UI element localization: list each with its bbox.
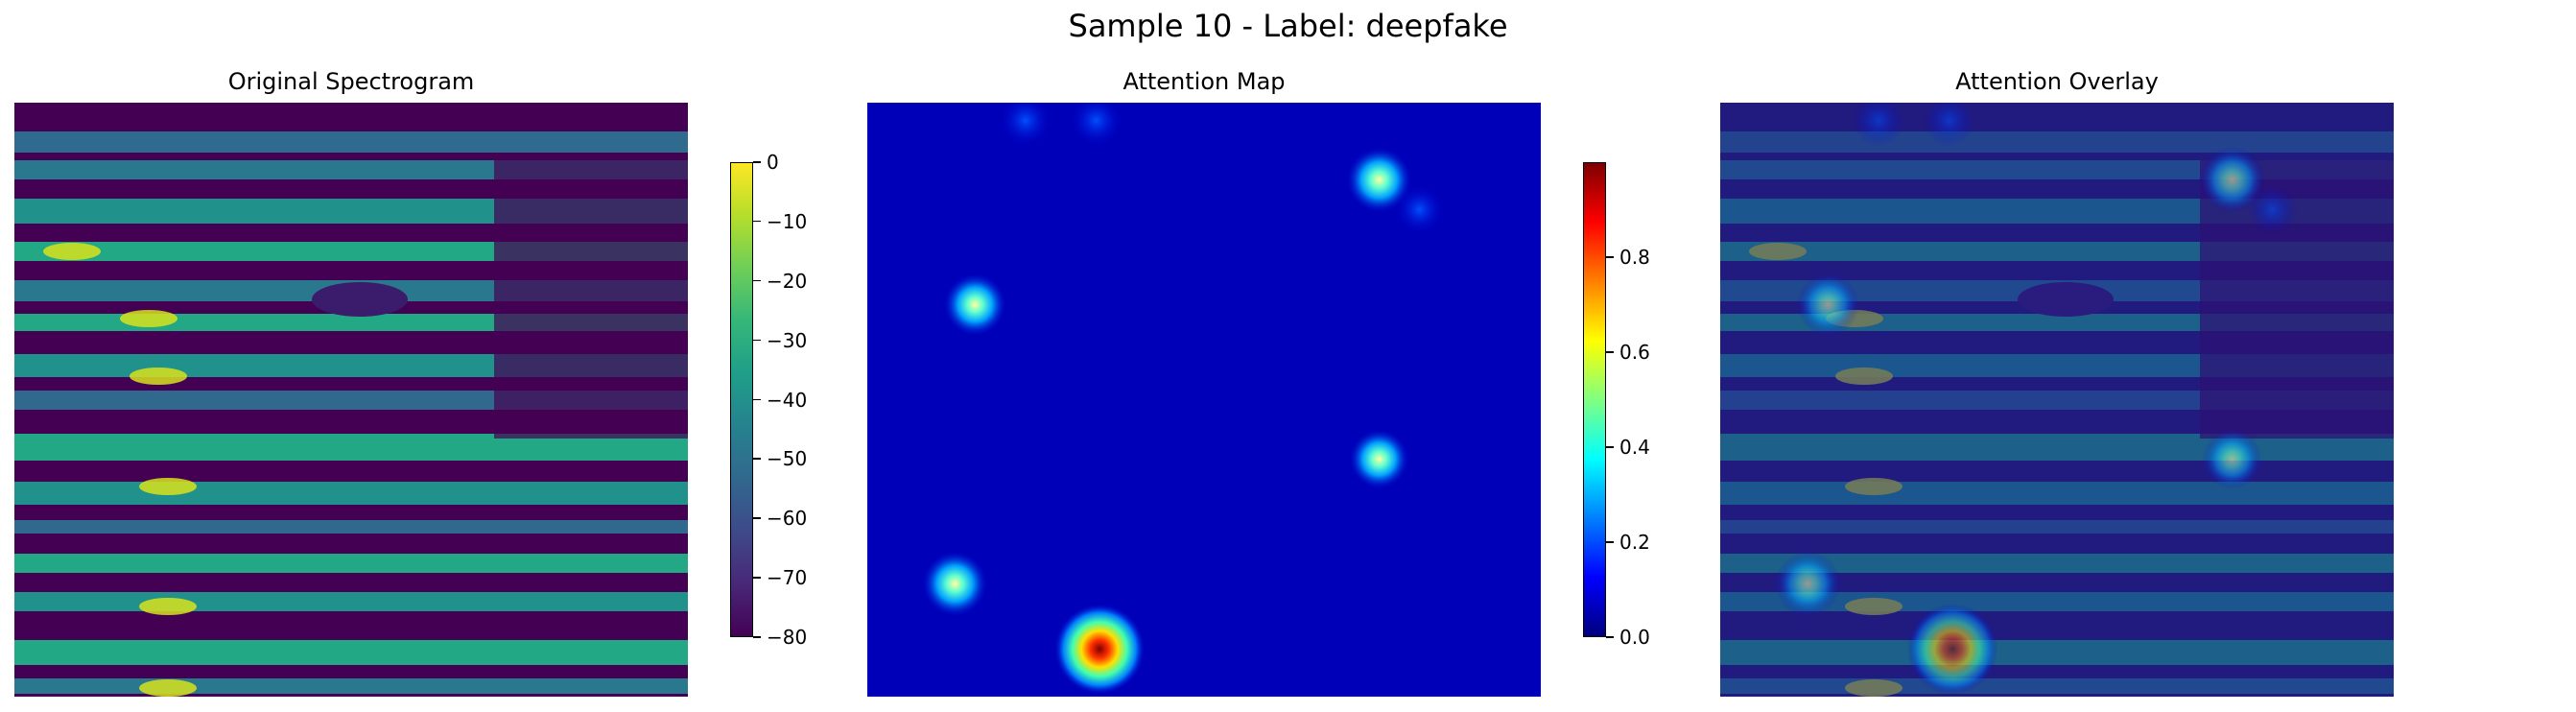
overlay-hotspot [1774, 550, 1841, 617]
attention-hotspot [999, 103, 1052, 147]
spectrogram-panel [14, 103, 688, 697]
attention-hotspot [943, 273, 1007, 337]
spectrogram-band [1720, 482, 2394, 505]
spectrogram-colorbar-tick-label: −60 [767, 507, 808, 531]
spectrogram-colorbar-tick-label: −70 [767, 566, 808, 590]
spectrogram-band [1720, 520, 2394, 534]
spectrogram-band [14, 520, 688, 534]
spectrogram-image [14, 103, 688, 697]
attention-hotspot [1349, 428, 1410, 489]
spectrogram-colorbar-tick-label: −10 [767, 209, 808, 233]
attention-colorbar-tick-label: 0.0 [1619, 626, 1650, 649]
spectrogram-colorbar-tick-label: −40 [767, 388, 808, 412]
overlay-hotspot [1906, 604, 1998, 695]
attention-colorbar-tick-label: 0.2 [1619, 531, 1650, 554]
spectrogram-band [14, 678, 688, 694]
attention-hotspot [921, 550, 988, 617]
spectrogram-colorbar [730, 162, 753, 637]
spectrogram-band [14, 592, 688, 611]
attention-colorbar-tick-label: 0.4 [1619, 436, 1650, 459]
spectrogram-colorbar-tick-label: −30 [767, 328, 808, 352]
overlay-panel [1720, 103, 2394, 697]
spectrogram-band [14, 640, 688, 665]
attention-hotspot [1070, 103, 1123, 147]
spectrogram-band [1720, 554, 2394, 573]
attention-map-title: Attention Map [1123, 68, 1286, 95]
attention-hotspot [1053, 604, 1146, 695]
overlay-image [1720, 103, 2394, 697]
spectrogram-colorbar-tick-label: 0 [767, 151, 779, 174]
spectrogram-colorbar-axis: 0 −10 −20 −30 −40 −50 −60 −70 −80 [753, 151, 849, 649]
overlay-title: Attention Overlay [1955, 68, 2159, 95]
spectrogram-title: Original Spectrogram [227, 68, 475, 95]
spectrogram-colorbar-tick-label: −80 [767, 626, 808, 649]
spectrogram-colorbar-tick-label: −50 [767, 447, 808, 471]
spectrogram-colorbar-tick-label: −20 [767, 269, 808, 293]
attention-colorbar-tick-label: 0.8 [1619, 246, 1650, 269]
attention-hotspot [1346, 146, 1413, 213]
spectrogram-band [14, 482, 688, 505]
attention-map-panel [867, 103, 1541, 697]
overlay-hotspot [1852, 103, 1904, 147]
overlay-hotspot [1796, 273, 1860, 337]
attention-hotspot [1395, 184, 1445, 234]
attention-colorbar-tick-label: 0.6 [1619, 341, 1650, 364]
spectrogram-band [14, 131, 688, 153]
figure-title: Sample 10 - Label: deepfake [1068, 8, 1508, 44]
overlay-hotspot [2202, 428, 2263, 489]
overlay-hotspot [2248, 184, 2298, 234]
overlay-hotspot [1923, 103, 1975, 147]
attention-map-image [867, 103, 1541, 697]
spectrogram-band [14, 554, 688, 573]
attention-colorbar-axis: 0.0 0.2 0.4 0.6 0.8 [1606, 162, 1702, 649]
attention-colorbar [1583, 162, 1606, 637]
overlay-hotspot [2199, 146, 2266, 213]
spectrogram-band [1720, 640, 2394, 665]
